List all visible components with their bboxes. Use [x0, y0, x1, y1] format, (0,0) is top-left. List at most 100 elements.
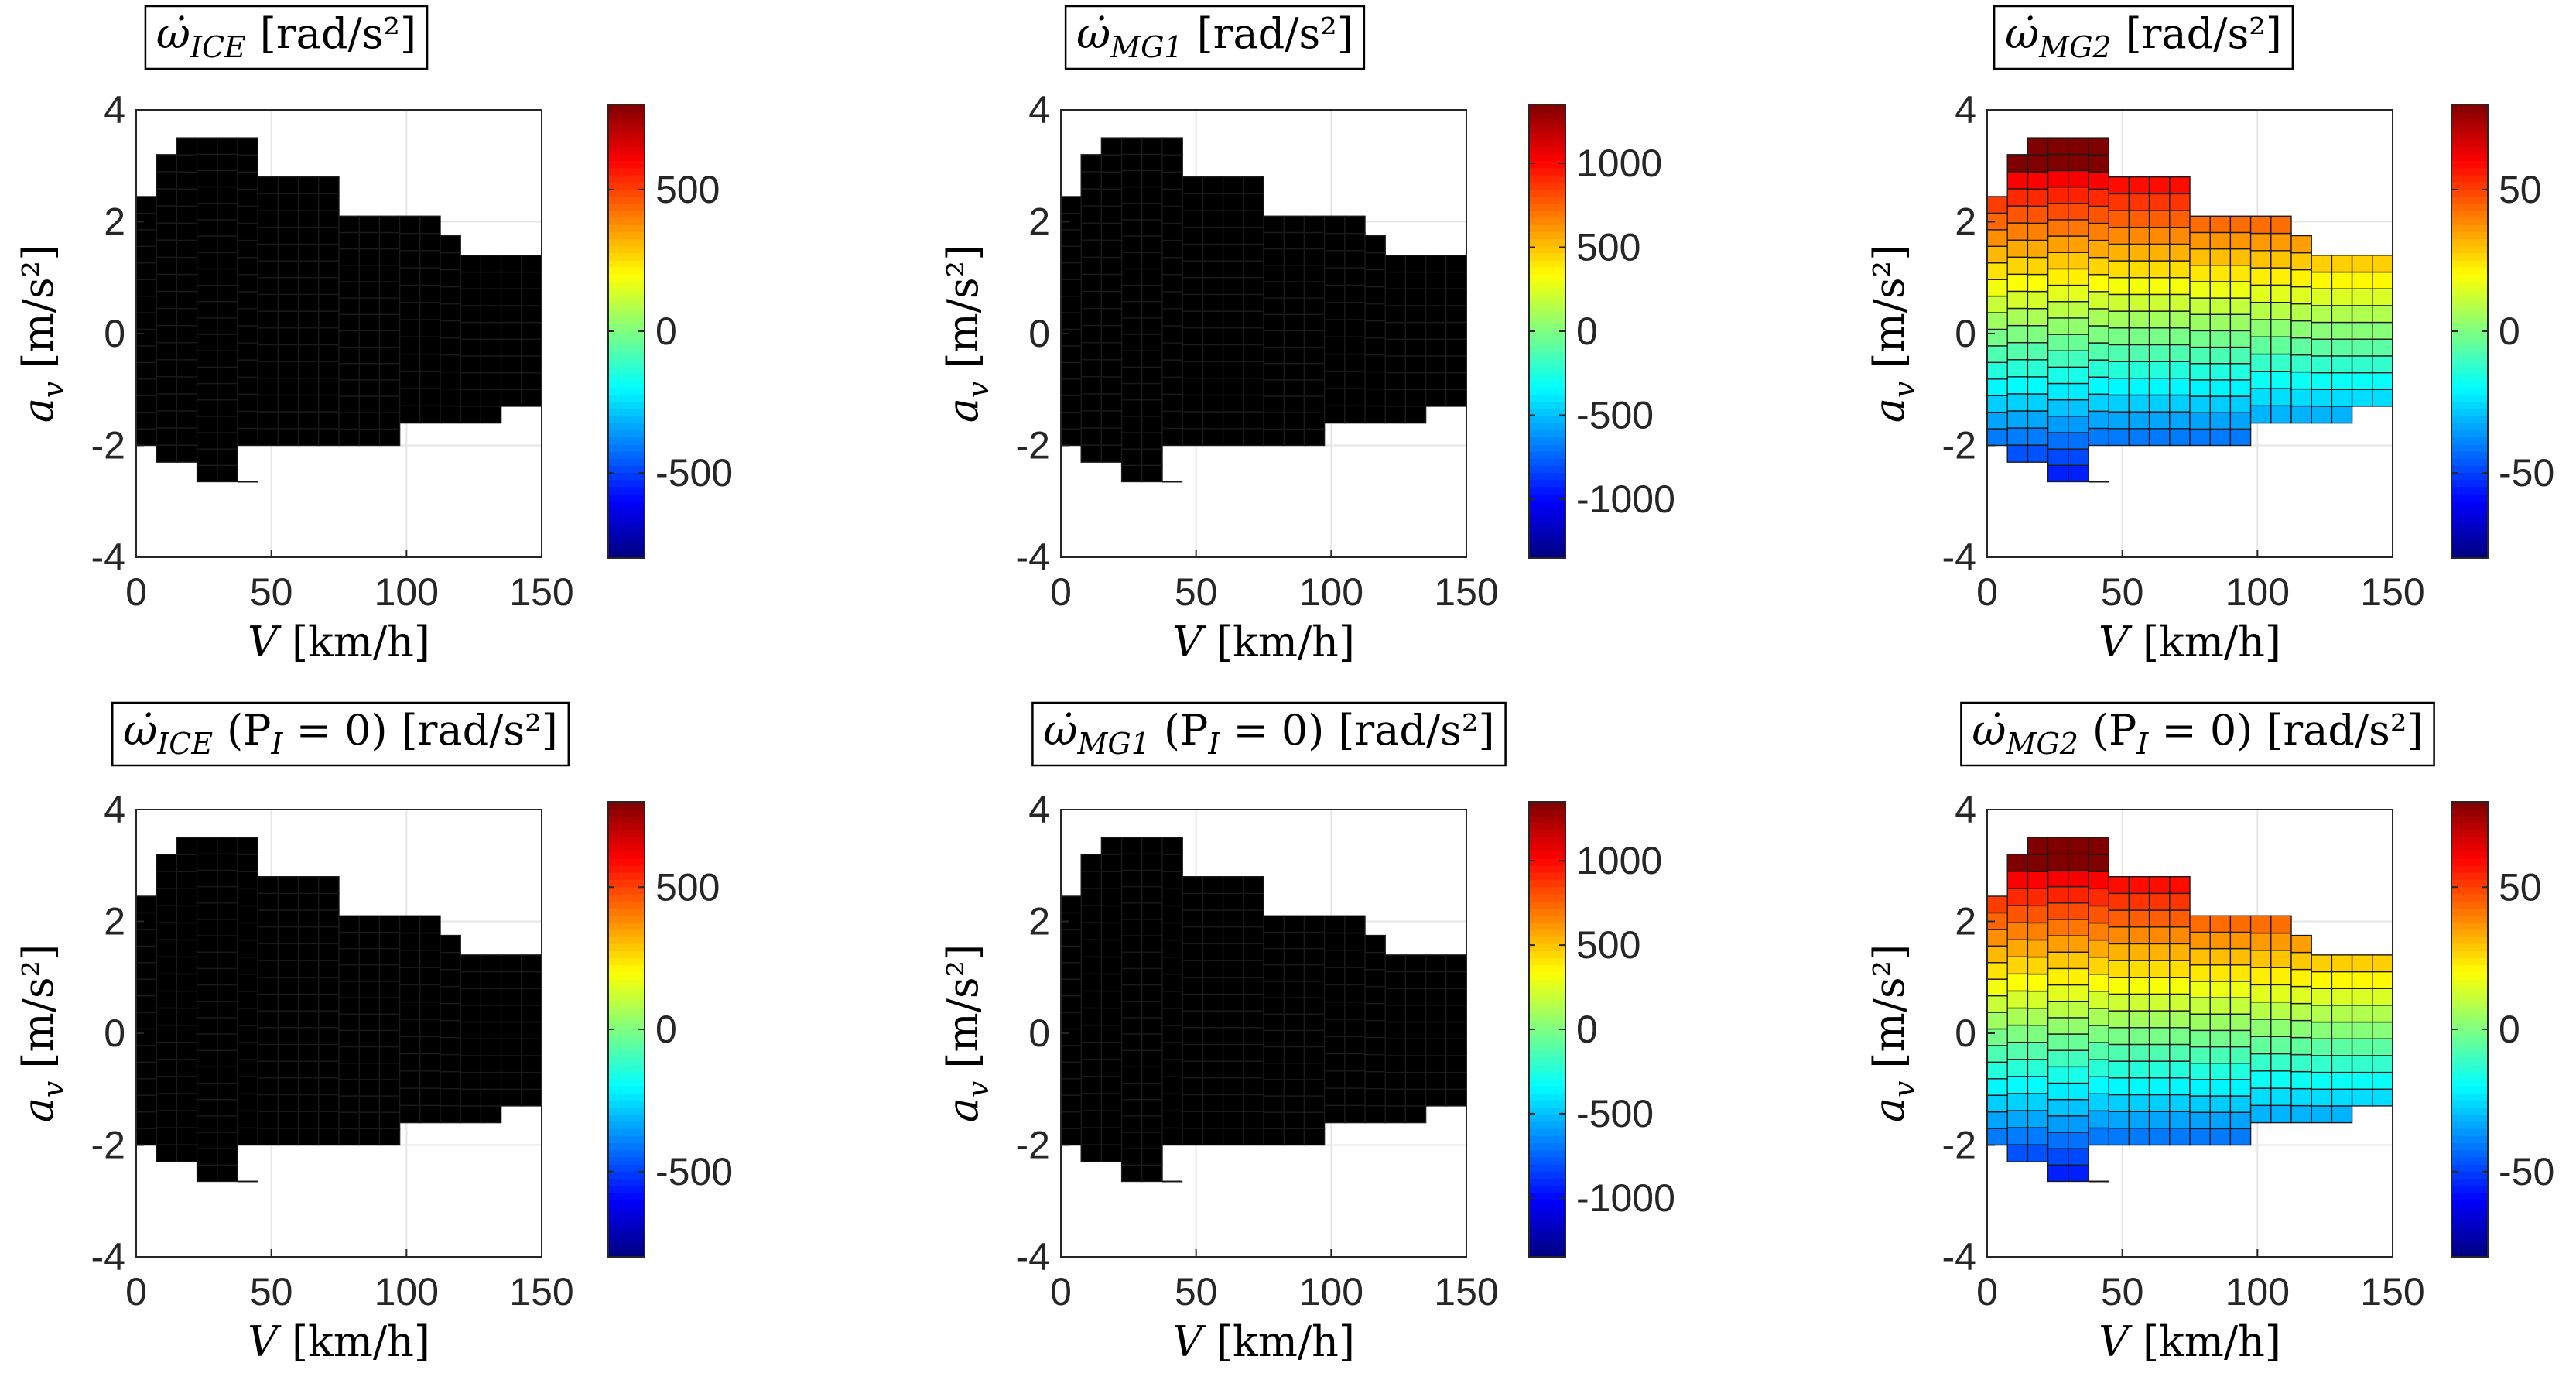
heatmap-cell: [2372, 1088, 2393, 1107]
heatmap-cell: [156, 222, 178, 241]
heatmap-cell: [1283, 265, 1305, 282]
heatmap-cell: [1202, 960, 1224, 978]
heatmap-cell: [1303, 313, 1326, 332]
heatmap-cell: [500, 1088, 522, 1107]
heatmap-cell: [135, 1128, 157, 1146]
x-axis-label-unit: [km/h]: [1216, 1317, 1355, 1366]
heatmap-cell: [2006, 376, 2029, 395]
heatmap-cell: [2249, 915, 2272, 934]
heatmap-cell: [2088, 154, 2109, 173]
colorbar-band: [1529, 865, 1565, 874]
heatmap-cell: [135, 279, 157, 297]
heatmap-cell: [1222, 943, 1244, 961]
heatmap-cell: [1080, 922, 1103, 940]
colorbar-band: [2451, 851, 2488, 860]
heatmap-cell: [2169, 344, 2191, 362]
heatmap-cell: [237, 308, 258, 327]
colorbar-band: [1529, 1178, 1565, 1186]
colorbar-band: [608, 494, 645, 502]
heatmap-cell: [521, 1021, 542, 1039]
heatmap-cell: [2290, 235, 2312, 254]
heatmap-cell: [156, 1127, 178, 1145]
heatmap-cell: [2189, 379, 2211, 397]
heatmap-cell: [2006, 444, 2029, 463]
heatmap-cell: [2229, 215, 2252, 234]
heatmap-cell: [135, 295, 157, 313]
colorbar-band: [608, 1050, 645, 1059]
heatmap-cell: [2128, 1111, 2150, 1129]
heatmap-cell: [378, 297, 401, 315]
heatmap-cell: [2229, 1063, 2252, 1080]
heatmap-cell: [338, 1111, 360, 1130]
heatmap-cell: [2068, 1098, 2089, 1117]
colorbar-tick-label: 50: [2499, 168, 2542, 211]
heatmap-cell: [1986, 1094, 2008, 1113]
heatmap-cell: [1080, 888, 1103, 906]
colorbar-band: [2451, 1171, 2488, 1180]
heatmap-cell: [1384, 321, 1407, 340]
heatmap-cell: [1384, 355, 1407, 374]
heatmap-cell: [2229, 931, 2252, 950]
heatmap-cell: [217, 1049, 238, 1068]
heatmap-cell: [2290, 1053, 2312, 1073]
heatmap-cell: [2311, 1071, 2333, 1090]
colorbar-band: [2451, 923, 2488, 931]
heatmap-cell: [2047, 1001, 2069, 1019]
heatmap-cell: [176, 939, 198, 958]
heatmap-cell: [318, 327, 340, 346]
y-tick-label: -4: [91, 1235, 125, 1279]
colorbar-band: [608, 1135, 645, 1144]
heatmap-cell: [1182, 892, 1204, 911]
heatmap-cell: [1263, 330, 1285, 348]
heatmap-cell: [2068, 317, 2089, 335]
heatmap-cell: [2128, 943, 2150, 961]
colorbar-band: [1529, 409, 1565, 417]
y-tick-label: 4: [104, 788, 125, 831]
colorbar-band: [1529, 125, 1565, 134]
heatmap-cell: [1344, 1053, 1366, 1072]
heatmap-cell: [135, 945, 157, 964]
heatmap-cell: [1243, 327, 1264, 346]
y-axis-label-sub: v: [1887, 381, 1921, 398]
heatmap-cell: [196, 1001, 218, 1019]
heatmap-cell: [196, 153, 218, 172]
heatmap-cell: [399, 388, 421, 407]
heatmap-cell: [1384, 255, 1407, 273]
heatmap-cell: [399, 1019, 421, 1037]
colorbar-band: [1529, 168, 1565, 176]
heatmap-cell: [2006, 273, 2029, 293]
heatmap-cell: [1283, 297, 1305, 315]
heatmap-cell: [176, 205, 198, 224]
heatmap-cell: [2006, 1024, 2029, 1043]
heatmap-cell: [2128, 1043, 2150, 1062]
heatmap-cell: [2270, 388, 2292, 407]
heatmap-cell: [2169, 1111, 2191, 1129]
heatmap-cell: [2351, 1071, 2373, 1090]
heatmap-cell: [1141, 1049, 1163, 1068]
heatmap-cell: [237, 1042, 258, 1060]
heatmap-cell: [2331, 338, 2353, 357]
heatmap-cell: [419, 301, 441, 320]
heatmap-cell: [2128, 1027, 2150, 1046]
colorbar-band: [608, 1242, 645, 1251]
heatmap-cell: [2270, 1104, 2292, 1124]
colorbar-band: [608, 274, 645, 282]
heatmap-cell: [2088, 308, 2109, 327]
colorbar-band: [1529, 381, 1565, 389]
heatmap-cell: [1384, 1105, 1407, 1124]
heatmap-cell: [1344, 371, 1366, 389]
heatmap-cell: [257, 1094, 279, 1112]
heatmap-cell: [2249, 301, 2272, 320]
heatmap-cell: [318, 909, 340, 928]
heatmap-cell: [1182, 1043, 1204, 1062]
heatmap-cell: [1222, 260, 1244, 279]
heatmap-cell: [2372, 321, 2393, 340]
heatmap-cell: [1425, 321, 1447, 340]
heatmap-cell: [257, 411, 279, 430]
colorbar-band: [608, 260, 645, 269]
heatmap-cell: [1060, 328, 1082, 347]
heatmap-cell: [2209, 395, 2232, 413]
heatmap-cell: [1120, 301, 1143, 319]
heatmap-cell: [2351, 288, 2373, 306]
heatmap-cell: [2006, 939, 2029, 957]
